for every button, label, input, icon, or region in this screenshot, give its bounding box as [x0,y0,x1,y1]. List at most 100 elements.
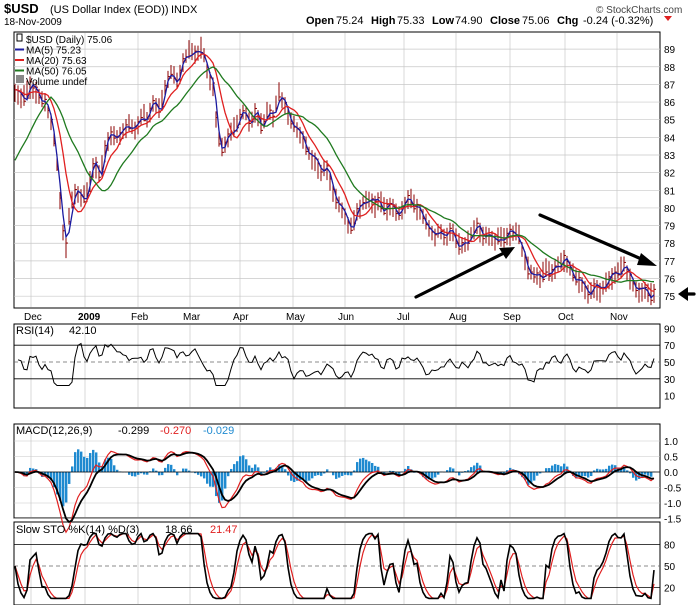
macd-hist-bar [500,472,503,473]
macd-hist-bar [224,472,227,489]
macd-hist-bar [608,465,611,473]
macd-hist-bar [251,467,254,473]
sto-plot [14,532,660,600]
month-label: Jun [338,312,354,323]
macd-hist-bar [155,470,158,473]
macd-hist-bar [632,472,635,478]
price-y-tick: 82 [664,169,676,180]
month-label: Feb [131,312,149,323]
macd-hist-bar [200,472,203,477]
macd-hist-bar [71,466,74,473]
macd-hist-bar [182,468,185,473]
sto-y-axis: 80 50 20 [664,540,676,594]
macd-hist-bar [287,472,290,476]
macd-hist-bar [311,472,314,479]
sto-y-tick: 80 [664,540,676,551]
macd-hist-bar [644,472,647,475]
macd-hist-bar [431,472,434,479]
macd-hist-bar [197,472,200,475]
macd-hist-bar [323,472,326,474]
high-label: High [371,15,396,27]
macd-hist-bar [59,472,62,501]
macd-hist-bar [164,467,167,473]
macd-hist-bar [467,470,470,473]
macd-y-tick: -1.5 [664,515,682,526]
macd-hist-bar [476,462,479,473]
macd-hist-bar [563,463,566,473]
macd-hist-bar [332,472,335,476]
macd-y-tick: -1.0 [664,499,682,510]
macd-hist-bar [326,469,329,473]
macd-hist-bar [290,472,293,481]
macd-hist-bar [449,467,452,473]
chg-value: -0.24 (-0.32%) [583,15,653,27]
macd-hist-bar [359,458,362,473]
high-value: 75.33 [397,15,425,27]
rsi-y-tick: 70 [664,341,676,352]
macd-hist-bar [203,472,206,479]
macd-hist-bar [86,457,89,473]
low-label: Low [432,15,454,27]
macd-hist-bar [188,470,191,473]
macd-hist-bar [587,472,590,478]
macd-hist-bar [269,467,272,473]
price-frame [13,31,661,309]
macd-hist-bar [362,457,365,473]
gridlines [14,33,660,604]
rsi-plot [14,342,660,386]
macd-hist-bar [134,472,137,477]
month-label: Dec [24,312,42,323]
macd-hist-bar [446,470,449,473]
macd-y-tick: 0.0 [664,468,678,479]
rsi-y-tick: 10 [664,392,676,403]
macd-hist-bar [428,472,431,480]
macd-hist-bar [581,472,584,476]
price-y-tick: 77 [664,257,676,268]
macd-hist-bar [161,472,164,476]
macd-y-tick: -0.5 [664,484,682,495]
macd-hist-bar [110,458,113,473]
month-label: Aug [449,312,467,323]
macd-hist-bar [353,470,356,473]
open-label: Open [306,15,334,27]
macd-hist-bar [266,470,269,473]
brand-logo: © StockCharts.com [596,5,682,16]
macd-hist-bar [335,472,338,479]
legend-volume-swatch [16,75,24,83]
macd-hist-bar [536,472,539,476]
arrow-down-right-head [637,253,657,266]
macd-hist-bar [242,455,245,473]
macd-hist-bar [143,472,146,475]
sto-y-tick: 20 [664,584,676,595]
macd-hist-bar [377,466,380,473]
macd-hist-bar [473,465,476,473]
macd-hist-bar [464,471,467,473]
rsi-y-tick: 90 [664,324,676,335]
macd-hist-bar [176,472,179,476]
macd-hist-bar [458,472,461,476]
macd-hist-bar [302,472,305,479]
macd-hist-bar [554,464,557,473]
legend-item: $USD (Daily) 75.06 [26,35,113,46]
macd-hist-bar [233,464,236,473]
macd-hist-bar [299,472,302,480]
price-y-axis: 89 88 87 86 85 84 83 82 81 80 79 78 77 76 75 [664,45,676,303]
macd-hist-bar [551,465,554,473]
macd-hist-bar [548,468,551,473]
macd-hist-bar [107,457,110,473]
macd-hist-bar [281,465,284,473]
month-label: Apr [233,312,249,323]
macd-hist-bar [611,464,614,473]
macd-hist-bar [92,449,95,473]
price-y-tick: 75 [664,292,676,303]
month-label: 2009 [78,312,101,323]
sto-d-value: 21.47 [210,524,238,536]
macd-hist-bar [74,452,77,473]
macd-hist-bar [137,472,140,475]
arrow-left-head [678,287,688,301]
macd-hist-bar [371,463,374,473]
macd-hist-bar [593,470,596,473]
month-label: Nov [610,312,628,323]
rsi-value: 42.10 [69,325,97,337]
